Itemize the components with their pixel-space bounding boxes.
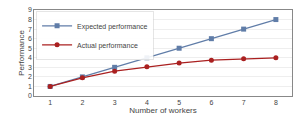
svg-text:Number of workers: Number of workers <box>129 106 197 115</box>
svg-text:7: 7 <box>28 26 32 33</box>
svg-text:7: 7 <box>242 99 246 106</box>
svg-text:6: 6 <box>209 99 213 106</box>
svg-text:8: 8 <box>28 16 32 23</box>
svg-text:Expected performance: Expected performance <box>77 23 148 31</box>
svg-text:3: 3 <box>113 99 117 106</box>
svg-text:Actual performance: Actual performance <box>77 42 138 50</box>
svg-text:3: 3 <box>28 64 32 71</box>
svg-text:6: 6 <box>28 35 32 42</box>
svg-text:4: 4 <box>145 99 149 106</box>
svg-text:5: 5 <box>28 45 32 52</box>
svg-text:1: 1 <box>48 99 52 106</box>
svg-text:Performance: Performance <box>17 30 26 76</box>
svg-text:0: 0 <box>28 92 32 99</box>
svg-text:8: 8 <box>274 99 278 106</box>
svg-text:1: 1 <box>28 83 32 90</box>
svg-text:5: 5 <box>177 99 181 106</box>
svg-text:2: 2 <box>80 99 84 106</box>
svg-text:4: 4 <box>28 54 32 61</box>
svg-text:9: 9 <box>28 6 32 13</box>
svg-text:2: 2 <box>28 73 32 80</box>
